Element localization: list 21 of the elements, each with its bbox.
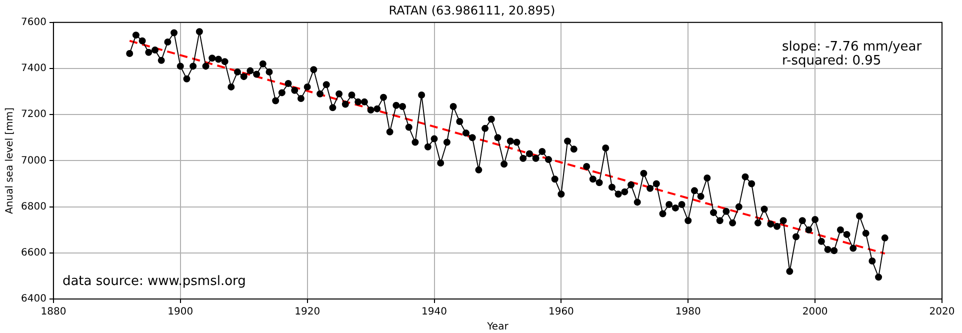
y-tick-label: 7400 bbox=[20, 63, 46, 74]
y-axis-title: Anual sea level [mm] bbox=[4, 107, 16, 214]
y-tick-label: 6800 bbox=[20, 201, 46, 212]
x-tick-label: 1920 bbox=[294, 306, 320, 318]
x-tick-label: 1900 bbox=[168, 306, 194, 318]
y-tick-label: 6400 bbox=[20, 294, 46, 305]
y-tick-label: 6600 bbox=[20, 247, 46, 258]
annotation: data source: www.psmsl.org bbox=[62, 274, 246, 289]
y-tick-label: 7600 bbox=[20, 16, 46, 28]
x-tick-label: 2000 bbox=[802, 306, 828, 318]
x-tick-label: 1880 bbox=[40, 306, 66, 318]
x-tick-label: 1940 bbox=[422, 306, 447, 318]
y-tick-label: 7200 bbox=[20, 109, 46, 120]
chart-title: RATAN (63.986111, 20.895) bbox=[388, 3, 556, 18]
annotation: r-squared: 0.95 bbox=[782, 53, 882, 68]
x-axis-title: Year bbox=[486, 322, 510, 333]
x-tick-label: 2020 bbox=[929, 306, 955, 318]
x-tick-label: 1960 bbox=[548, 306, 574, 318]
annotation: slope: -7.76 mm/year bbox=[782, 39, 922, 54]
y-tick-label: 7000 bbox=[20, 155, 46, 166]
x-tick-label: 1980 bbox=[675, 306, 701, 318]
